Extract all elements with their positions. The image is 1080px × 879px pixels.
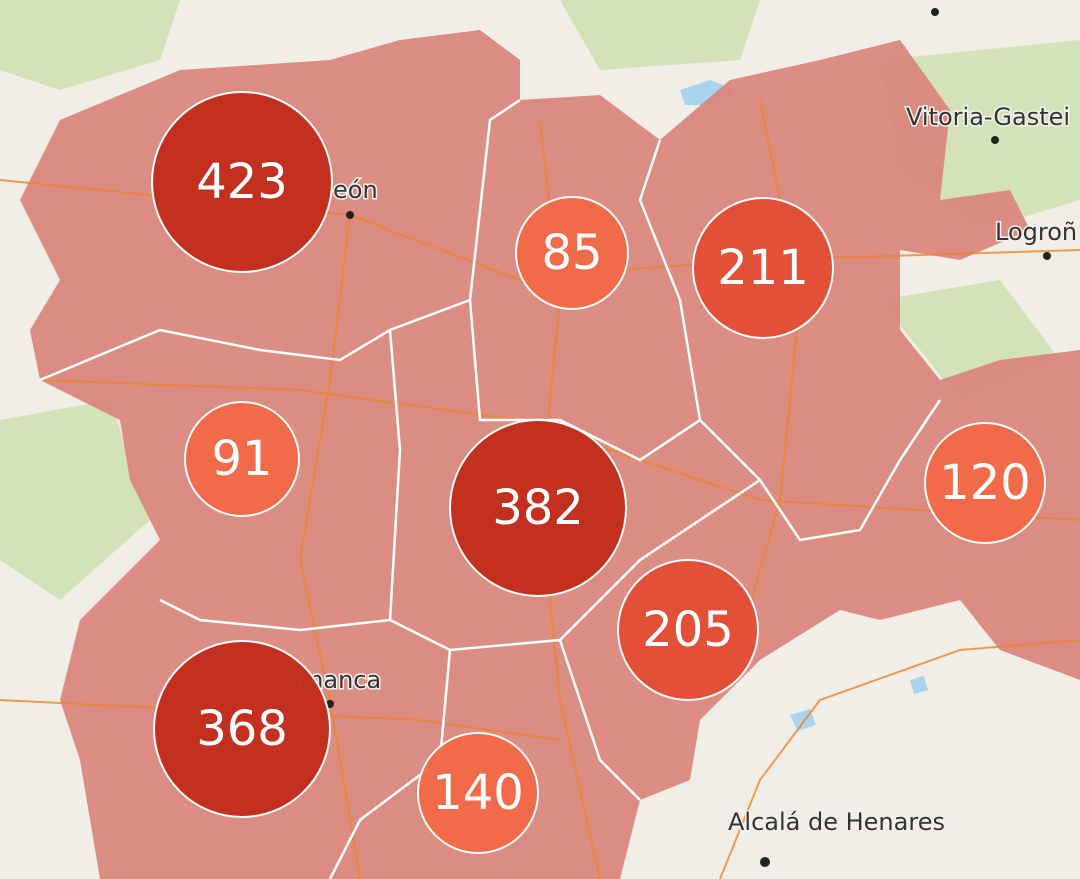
- cluster-circle: [151, 91, 333, 273]
- cluster[interactable]: 423: [151, 91, 333, 273]
- cluster-count: 423: [196, 154, 288, 210]
- cluster[interactable]: 368: [153, 640, 331, 818]
- cluster-circle: [153, 640, 331, 818]
- cluster-count: 211: [717, 240, 809, 296]
- cluster-circle: [417, 732, 539, 854]
- cluster[interactable]: 120: [924, 422, 1046, 544]
- cluster-circle: [449, 419, 627, 597]
- city-label: Vitoria-Gastei: [906, 103, 1070, 131]
- cluster-count: 368: [196, 701, 288, 757]
- cluster-circle: [515, 196, 629, 310]
- clusters: 423 85 211 91 382 120 205 368 140: [151, 91, 1046, 854]
- cluster-circle: [184, 401, 300, 517]
- province-borders: [39, 98, 942, 879]
- cluster-circle: [924, 422, 1046, 544]
- city-label: Logroñ: [995, 218, 1077, 246]
- city-dots: [326, 8, 1051, 867]
- cluster[interactable]: 205: [617, 559, 759, 701]
- cluster[interactable]: 211: [692, 197, 834, 339]
- cluster-circle: [617, 559, 759, 701]
- cluster[interactable]: 382: [449, 419, 627, 597]
- cluster-count: 85: [541, 225, 602, 281]
- city-label: eón: [333, 176, 378, 204]
- cluster[interactable]: 91: [184, 401, 300, 517]
- cluster[interactable]: 140: [417, 732, 539, 854]
- cluster[interactable]: 85: [515, 196, 629, 310]
- cluster-circle: [692, 197, 834, 339]
- cluster-count: 205: [642, 602, 734, 658]
- city-label: Alcalá de Henares: [728, 808, 945, 836]
- cluster-count: 91: [211, 431, 272, 487]
- cluster-count: 382: [492, 480, 584, 536]
- cluster-count: 120: [939, 455, 1031, 511]
- cluster-count: 140: [432, 765, 524, 821]
